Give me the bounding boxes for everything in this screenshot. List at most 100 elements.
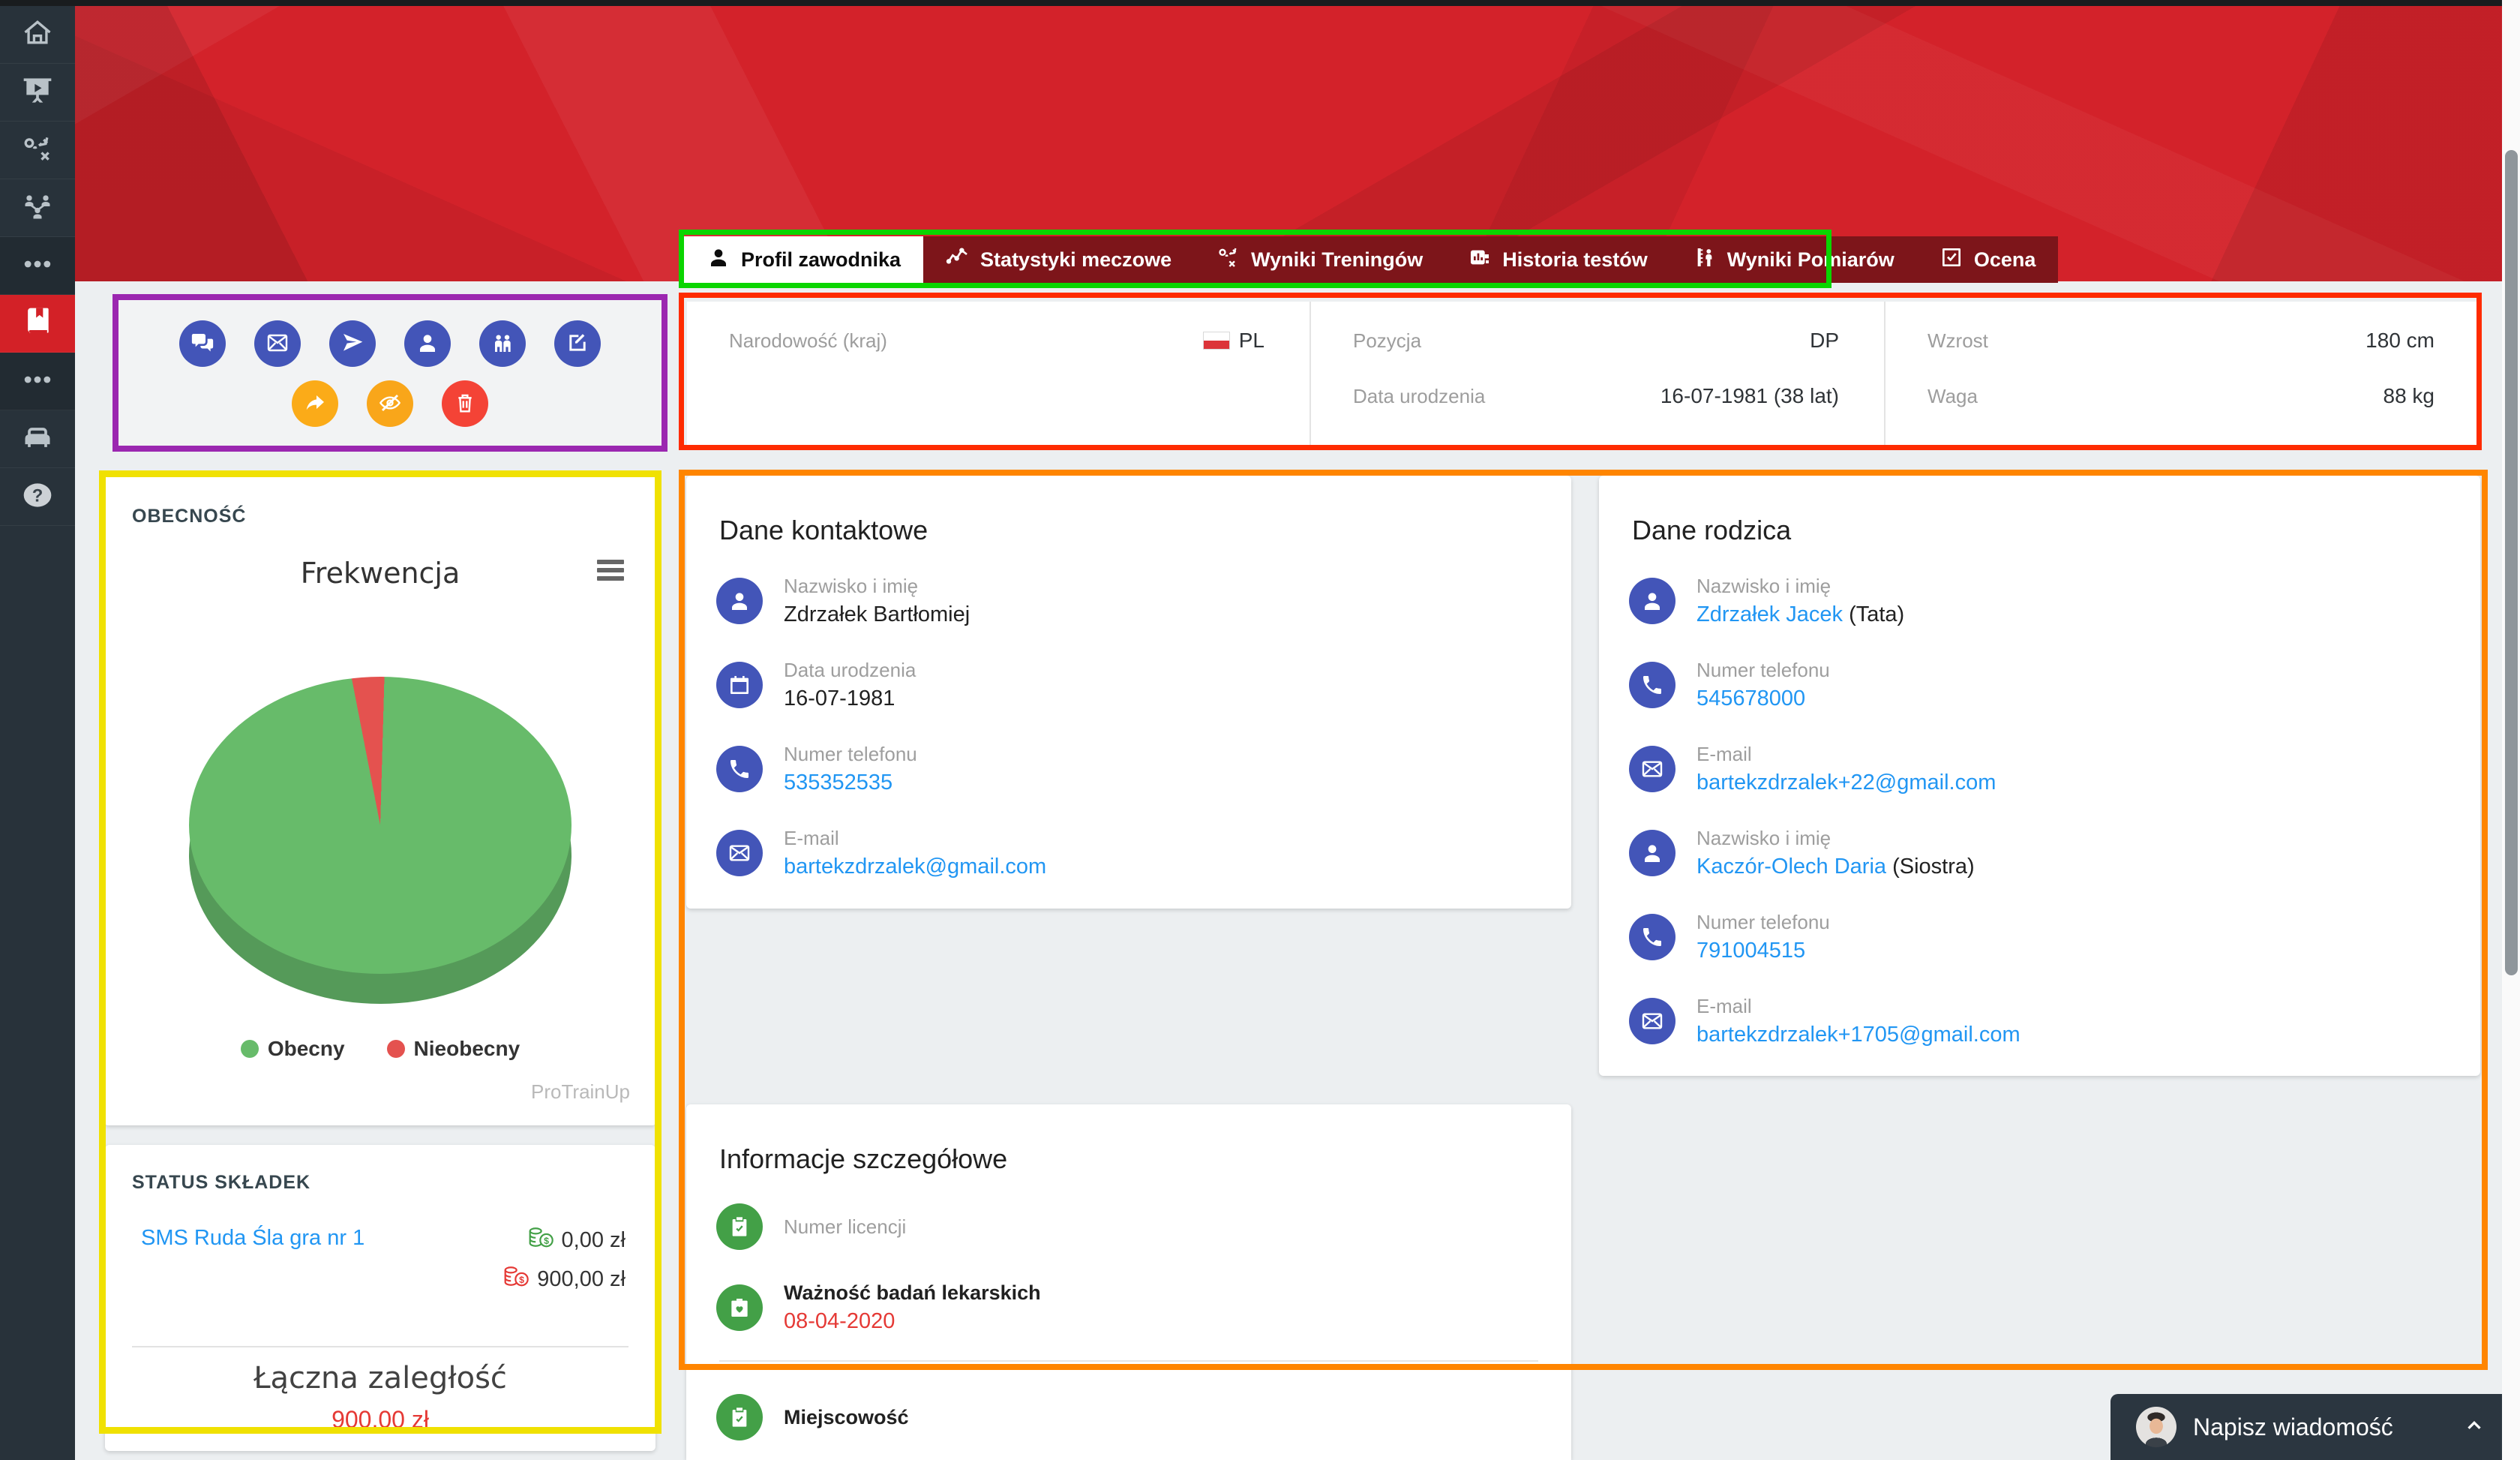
chat-button[interactable] (179, 320, 226, 367)
sidebar-item-home[interactable] (0, 6, 75, 64)
attendance-chart-title: Frekwencja (300, 557, 460, 590)
measurements-icon (1693, 245, 1717, 275)
fees-paid-amount: $ 0,00 zł (527, 1226, 626, 1254)
mail-circle-icon (716, 830, 763, 876)
coins-green-icon: $ (527, 1226, 554, 1254)
tab-label: Historia testów (1502, 248, 1648, 271)
group-button[interactable] (479, 320, 526, 367)
edit-icon (566, 331, 590, 357)
info-col-nationality: Narodowość (kraj) PL (687, 302, 1310, 446)
sidebar-item-journal-active[interactable] (0, 295, 75, 353)
scrollbar-track[interactable] (2502, 0, 2520, 1460)
user-circle-icon (1629, 830, 1676, 876)
sidebar-item-bench[interactable] (0, 410, 75, 468)
share-button[interactable] (292, 380, 338, 427)
sidebar-item-presentation[interactable] (0, 64, 75, 122)
parent-card: Dane rodzica Nazwisko i imię Zdrzałek Ja… (1599, 476, 2480, 1076)
attendance-card: OBECNOŚĆ Frekwencja Obecny Nieobecny Pro… (105, 476, 656, 1125)
phone-circle-icon (1629, 662, 1676, 708)
tab-label: Profil zawodnika (741, 248, 902, 271)
player-actions-panel (118, 300, 662, 447)
user-circle-icon (716, 578, 763, 624)
license-clipboard-icon (716, 1203, 763, 1250)
hide-button[interactable] (367, 380, 413, 427)
chat-widget[interactable]: Napisz wiadomość (2110, 1394, 2511, 1460)
legend-dot-present (240, 1040, 259, 1058)
chart-watermark: ProTrainUp (531, 1080, 630, 1103)
hamburger-menu-icon[interactable] (597, 560, 624, 584)
phone-circle-icon (716, 746, 763, 792)
scrollbar-thumb[interactable] (2505, 150, 2518, 975)
sidebar-item-team-structure[interactable] (0, 179, 75, 237)
sidebar-item-help[interactable]: ? (0, 468, 75, 526)
chat-icon (190, 331, 214, 357)
legend-item-present[interactable]: Obecny (240, 1037, 345, 1061)
fees-total-label: Łączna zaległość (254, 1361, 507, 1395)
contact-row-name: Nazwisko i imię Zdrzałek Bartłomiej (716, 575, 970, 627)
city-clipboard-icon (716, 1394, 763, 1440)
calendar-circle-icon: 31 (716, 662, 763, 708)
training-results-icon (1216, 245, 1240, 275)
email-button[interactable] (254, 320, 301, 367)
mail-icon (266, 331, 290, 357)
legend-dot-absent (386, 1040, 405, 1058)
attendance-section-title: OBECNOŚĆ (132, 506, 247, 527)
details-row-medical: Ważność badań lekarskich 08-04-2020 (716, 1281, 1041, 1334)
send-message-button[interactable] (329, 320, 376, 367)
phone-circle-icon (1629, 914, 1676, 960)
profile-button[interactable] (404, 320, 451, 367)
profile-tab-bar: Profil zawodnika Statystyki meczowe Wyni… (684, 236, 2059, 283)
top-strip (0, 0, 2520, 6)
medical-exam-icon (716, 1284, 763, 1331)
birthdate-value: 16-07-1981 (38 lat) (1660, 384, 1839, 407)
fees-row: SMS Ruda Śla gra nr 1 $ 0,00 zł $ 900,00… (141, 1226, 626, 1293)
tab-historia-testow[interactable]: Historia testów (1445, 236, 1670, 283)
tab-profil-zawodnika[interactable]: Profil zawodnika (684, 236, 924, 283)
chat-label: Napisz wiadomość (2193, 1413, 2393, 1440)
parent-row-email-2: E-mail bartekzdrzalek+1705@gmail.com (1629, 995, 2020, 1047)
tab-statystyki-meczowe[interactable]: Statystyki meczowe (923, 236, 1194, 283)
poland-flag-icon (1202, 332, 1230, 350)
tab-ocena[interactable]: Ocena (1917, 236, 2059, 283)
sidebar-item-more-top[interactable] (0, 237, 75, 295)
details-card: Informacje szczegółowe Numer licencji Wa… (686, 1104, 1571, 1460)
profile-icon (416, 331, 440, 357)
tab-label: Wyniki Treningów (1251, 248, 1424, 271)
weight-value: 88 kg (2383, 384, 2435, 407)
mail-circle-icon (1629, 998, 1676, 1044)
parent-row-name-2: Nazwisko i imię Kaczór-Olech Daria (Sios… (1629, 827, 1975, 879)
parent-row-phone-1: Numer telefonu 545678000 (1629, 659, 1830, 711)
delete-button[interactable] (442, 380, 488, 427)
chat-avatar (2136, 1407, 2176, 1447)
contact-row-email: E-mail bartekzdrzalek@gmail.com (716, 827, 1046, 879)
tests-history-icon (1468, 245, 1492, 275)
bench-icon (21, 421, 54, 458)
more-dots-icon (21, 363, 54, 400)
chevron-up-icon[interactable] (2463, 1414, 2486, 1440)
tab-label: Wyniki Pomiarów (1726, 248, 1894, 271)
attendance-pie[interactable] (189, 677, 572, 974)
weight-label: Waga (1928, 384, 1978, 407)
attendance-legend: Obecny Nieobecny (105, 1037, 656, 1061)
presentation-icon (21, 74, 54, 111)
journal-icon (21, 305, 54, 342)
attendance-pie-chart (189, 677, 572, 1016)
details-row-city: Miejscowość (716, 1394, 909, 1440)
sidebar-item-tactics[interactable] (0, 122, 75, 179)
contact-card: Dane kontaktowe Nazwisko i imię Zdrzałek … (686, 476, 1571, 909)
position-label: Pozycja (1353, 329, 1422, 352)
fees-total-value: 900,00 zł (332, 1406, 429, 1433)
divider (719, 1360, 1538, 1362)
player-profile-icon (706, 245, 730, 275)
fees-item-link[interactable]: SMS Ruda Śla gra nr 1 (141, 1226, 365, 1250)
tab-wyniki-treningow[interactable]: Wyniki Treningów (1194, 236, 1445, 283)
user-circle-icon (1629, 578, 1676, 624)
divider (132, 1346, 628, 1347)
send-icon (340, 331, 364, 357)
edit-button[interactable] (554, 320, 601, 367)
legend-item-absent[interactable]: Nieobecny (386, 1037, 520, 1061)
info-col-position-birth: Pozycja DP Data urodzenia 16-07-1981 (38… (1310, 302, 1884, 446)
legend-label-absent: Nieobecny (413, 1037, 520, 1060)
sidebar-item-more-bottom[interactable] (0, 353, 75, 410)
tab-wyniki-pomiarow[interactable]: Wyniki Pomiarów (1670, 236, 1917, 283)
